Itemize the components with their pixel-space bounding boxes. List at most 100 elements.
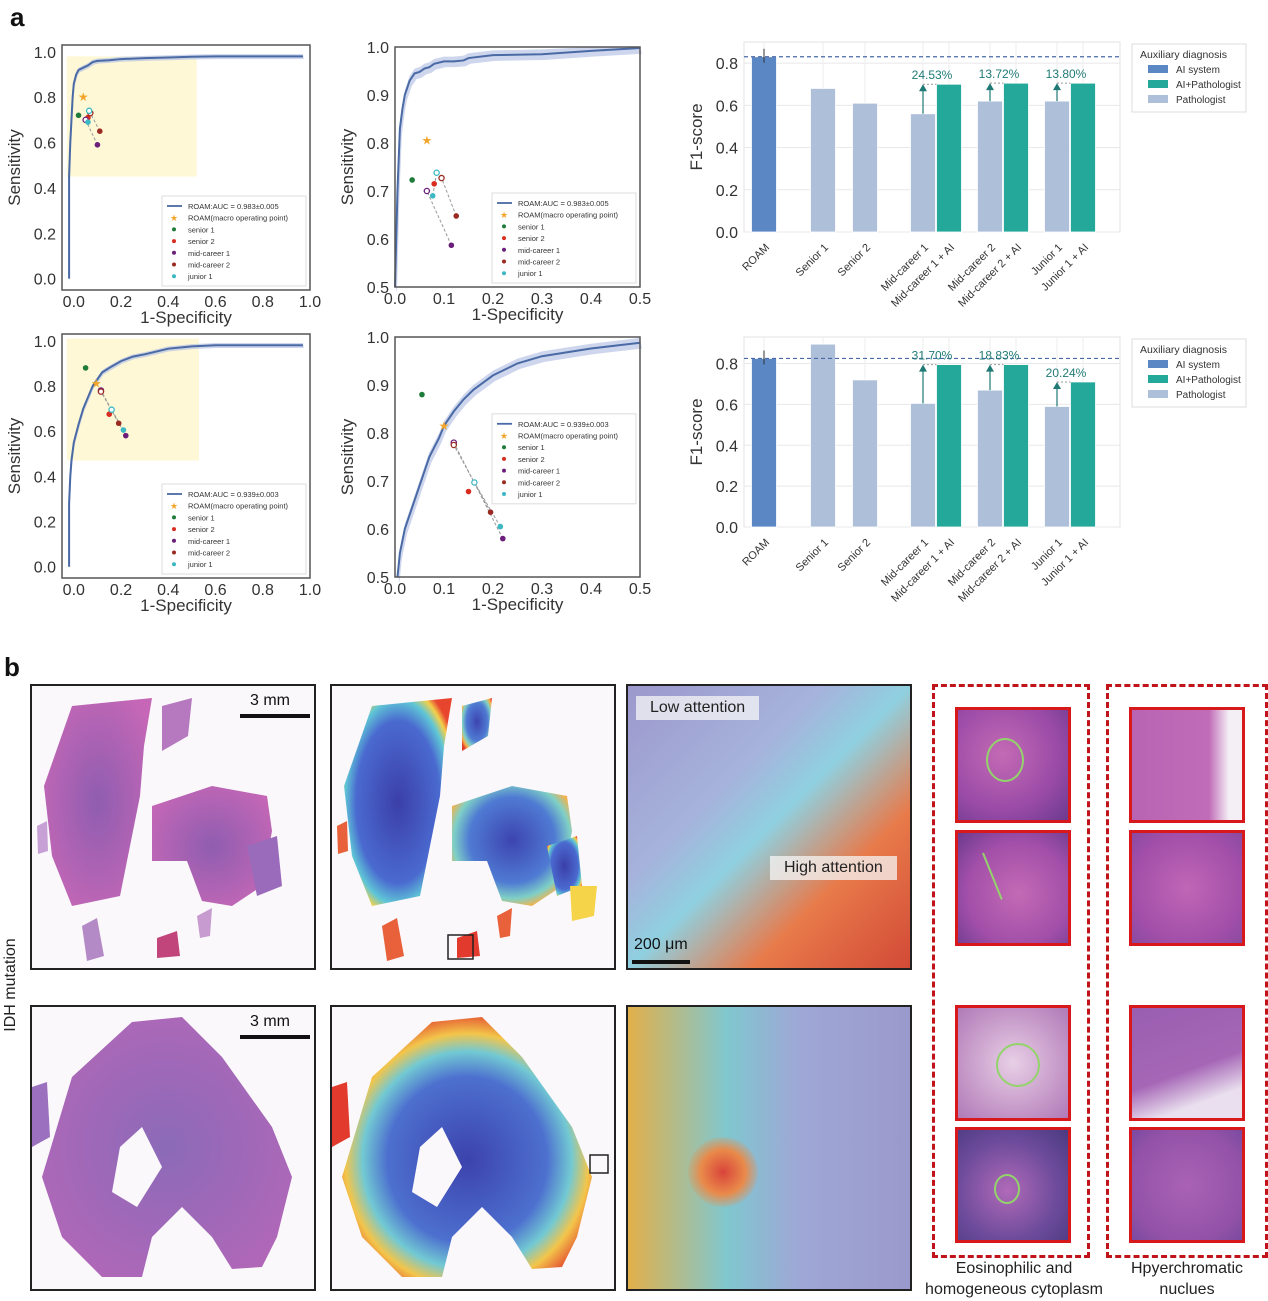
wsi-he-slide-1: 3 mm <box>30 684 316 970</box>
x-tick-label: 0.4 <box>580 581 602 598</box>
reader-point <box>85 119 91 125</box>
y-tick-label: 1.0 <box>367 40 389 57</box>
legend-label: senior 2 <box>188 525 215 534</box>
y-tick-label: 0.6 <box>34 136 56 153</box>
bar <box>852 102 878 233</box>
bar <box>977 100 1003 233</box>
legend-label: mid-career 1 <box>188 249 230 258</box>
legend-dot <box>172 515 176 520</box>
plot-frame <box>394 336 641 578</box>
reader-ai-connector <box>473 482 501 527</box>
y-tick-label: 0.4 <box>716 141 738 158</box>
x-tick-label: 0.2 <box>110 582 132 599</box>
reader-point <box>453 213 460 219</box>
legend-label: junior 1 <box>187 272 213 281</box>
y-tick-label: 0.0 <box>34 560 56 577</box>
legend: Auxiliary diagnosis AI system AI+Pathologi… <box>1131 338 1247 408</box>
y-tick-label: 0.8 <box>716 56 738 73</box>
reader-ai-point <box>433 169 440 177</box>
legend-label: AI system <box>1176 65 1220 76</box>
y-axis-label: Sensitivity <box>5 129 24 206</box>
y-tick-label: 0.7 <box>367 474 389 491</box>
legend-swatch <box>1148 390 1168 398</box>
x-tick-label: ROAM <box>740 537 772 569</box>
legend-label: junior 1 <box>187 560 213 569</box>
y-tick-label: 0.2 <box>716 183 738 200</box>
reader-ai-point <box>471 479 478 486</box>
legend-title: Auxiliary diagnosis <box>1140 344 1227 356</box>
reader-ai-connector <box>100 391 120 424</box>
roc-curve <box>394 46 641 288</box>
reader-point <box>419 391 425 398</box>
y-tick-label: 0.7 <box>367 184 389 201</box>
legend: ROAM:AUC = 0.939±0.003 ★ ROAM(macro operat… <box>161 483 307 575</box>
reader-ai-connector <box>111 409 124 431</box>
x-axis-label: 1-Specificity <box>140 596 232 615</box>
legend-dot <box>502 480 506 485</box>
x-tick-label: 0.5 <box>629 291 651 308</box>
legend-label: AI+Pathologist <box>1176 375 1241 386</box>
legend-label: ROAM:AUC = 0.983±0.005 <box>518 199 609 208</box>
y-tick-label: 0.2 <box>34 515 56 532</box>
x-tick-label: 0.0 <box>384 581 406 598</box>
reader-point <box>465 488 472 495</box>
legend-label: Pathologist <box>1176 95 1226 106</box>
legend-dot <box>502 468 506 473</box>
y-tick-label: 0.5 <box>367 280 389 297</box>
y-axis-label: F1-score <box>687 398 706 465</box>
reader-ai-connector <box>453 442 504 539</box>
reader-point <box>487 509 494 515</box>
x-tick-label: 0.0 <box>384 291 406 308</box>
x-tick-label: Senior 2 <box>836 537 873 574</box>
x-tick-label: 0.2 <box>482 291 504 308</box>
panel-label-a: a <box>10 2 25 32</box>
legend-label: mid-career 1 <box>518 246 560 255</box>
y-tick-label: 1.0 <box>34 334 56 351</box>
reader-ai-connector <box>453 444 491 513</box>
legend-label: senior 2 <box>188 237 215 246</box>
improvement-label: 13.80% <box>1046 67 1087 81</box>
y-axis-label: Sensitivity <box>338 128 357 205</box>
reader-point <box>431 181 437 187</box>
y-tick-label: 0.6 <box>716 397 738 414</box>
legend-box <box>161 195 307 287</box>
y-tick-label: 0.8 <box>716 357 738 374</box>
legend-star: ★ <box>170 213 178 223</box>
legend-dot <box>172 538 176 543</box>
reader-point <box>122 432 129 439</box>
eosinophilic-patch-group <box>932 684 1090 1258</box>
legend-dot <box>172 550 176 555</box>
bar <box>1070 381 1096 528</box>
high-attention-label: High attention <box>770 856 897 880</box>
tissue-he-image <box>32 1017 292 1277</box>
improvement-label: 20.24% <box>1046 366 1087 380</box>
operating-point-marker: ★ <box>439 419 450 433</box>
bar <box>936 364 962 528</box>
legend-swatch <box>1148 65 1168 73</box>
bar <box>751 56 777 233</box>
roc-curve <box>68 344 303 567</box>
annotation-circle <box>986 738 1024 782</box>
legend-label: senior 1 <box>518 443 545 452</box>
legend-star: ★ <box>170 501 178 511</box>
bar <box>1003 82 1029 233</box>
y-tick-label: 0.5 <box>367 570 389 587</box>
plot-frame <box>394 46 641 288</box>
y-tick-label: 0.6 <box>367 232 389 249</box>
legend-label: mid-career 2 <box>518 258 560 267</box>
x-tick-label: 0.3 <box>531 581 553 598</box>
annotation-circle <box>996 1043 1040 1087</box>
reader-ai-point <box>423 187 431 195</box>
bar <box>751 358 777 528</box>
legend-label: senior 1 <box>188 225 215 234</box>
y-tick-label: 0.6 <box>716 98 738 115</box>
caption-eosinophilic: Eosinophilic and homogeneous cytoplasm <box>912 1258 1116 1300</box>
legend-label: junior 1 <box>517 490 543 499</box>
legend-label: ROAM(macro operating point) <box>188 502 289 511</box>
y-tick-label: 0.4 <box>34 469 56 486</box>
x-tick-label: 1.0 <box>299 294 321 311</box>
legend-dot <box>172 527 176 532</box>
y-tick-label: 1.0 <box>367 330 389 347</box>
x-tick-label: Senior 1 <box>794 537 831 574</box>
bar <box>936 83 962 233</box>
